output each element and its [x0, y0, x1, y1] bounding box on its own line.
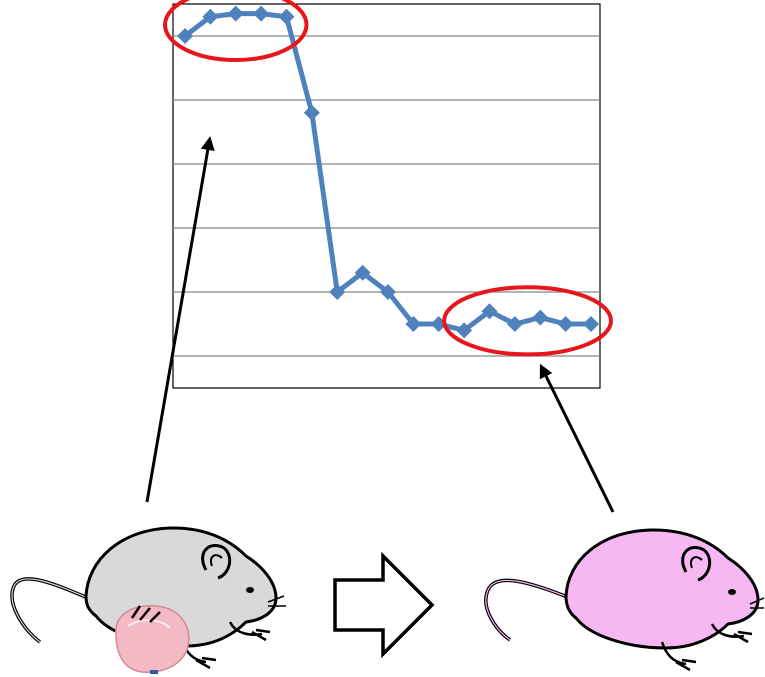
data-point: [227, 5, 244, 22]
data-point: [303, 104, 320, 121]
chart-frame: [172, 3, 601, 389]
data-point: [481, 303, 498, 320]
data-point: [329, 284, 346, 300]
data-point: [202, 8, 219, 25]
highlight-ellipse: [163, 0, 309, 62]
data-point: [354, 264, 371, 281]
arrow-before-to-baseline: [145, 136, 215, 503]
data-point: [506, 316, 523, 332]
tumor-icon: [115, 605, 190, 674]
right-arrow-icon: [333, 551, 435, 659]
mouse-before-tail: [10, 577, 89, 644]
highlight-ellipses: [163, 0, 613, 357]
data-point: [405, 316, 422, 332]
data-point: [177, 28, 193, 44]
data-point: [456, 322, 473, 339]
data-point: [532, 309, 549, 326]
mouse-after-tail: [484, 578, 571, 642]
data-point: [253, 5, 270, 22]
highlight-ellipse: [442, 285, 613, 357]
mouse-after-icon: [484, 528, 765, 672]
data-point: [278, 8, 295, 25]
arrow-after-to-treated: [539, 363, 615, 513]
data-point: [583, 316, 599, 332]
chart: [163, 0, 613, 389]
mouse-after-body: [564, 528, 760, 650]
data-point: [557, 316, 574, 332]
data-point: [380, 284, 396, 300]
